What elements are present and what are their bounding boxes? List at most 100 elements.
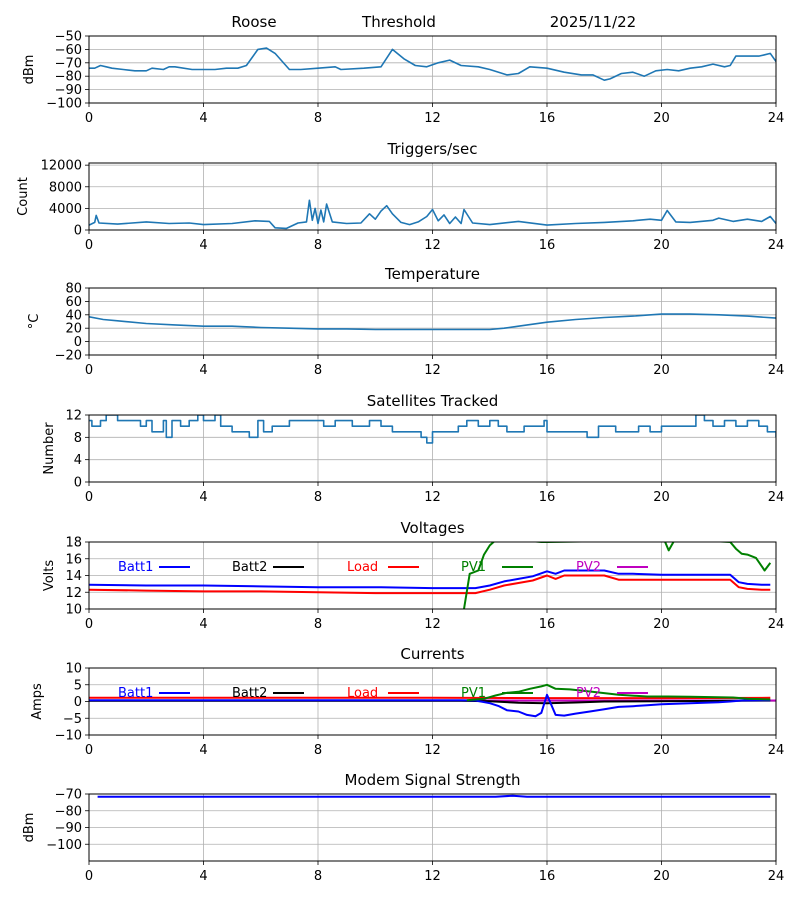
x-tick-label: 0 [85, 111, 93, 126]
y-tick-label: −20 [55, 349, 82, 364]
y-tick-label: 10 [65, 603, 82, 618]
x-tick-label: 16 [539, 111, 556, 126]
x-tick-label: 4 [199, 869, 207, 884]
series-line-modem [97, 794, 771, 798]
header-date: 2025/11/22 [550, 13, 636, 31]
y-tick-label: 0 [74, 335, 82, 350]
y-tick-label: 8 [74, 431, 82, 446]
y-axis-label: Volts [42, 560, 57, 592]
x-tick-label: 20 [653, 869, 670, 884]
y-tick-label: 18 [65, 536, 82, 551]
x-tick-label: 24 [768, 363, 785, 378]
y-tick-label: 4000 [49, 202, 82, 217]
x-tick-label: 0 [85, 363, 93, 378]
y-axis-label: dBm [22, 813, 37, 843]
legend-label-batt2: Batt2 [232, 686, 267, 701]
x-tick-label: 16 [539, 238, 556, 253]
x-tick-label: 24 [768, 743, 785, 758]
x-tick-label: 0 [85, 490, 93, 505]
x-tick-label: 12 [424, 490, 441, 505]
x-tick-label: 4 [199, 238, 207, 253]
y-tick-label: −100 [46, 97, 82, 112]
series-group [89, 542, 772, 609]
x-tick-label: 16 [539, 869, 556, 884]
legend-label-pv2: PV2 [576, 560, 601, 575]
legend-label-batt2: Batt2 [232, 560, 267, 575]
x-tick-label: 20 [653, 743, 670, 758]
legend-label-load: Load [347, 560, 378, 575]
x-tick-label: 24 [768, 238, 785, 253]
y-tick-label: 10 [65, 662, 82, 677]
x-tick-label: 24 [768, 869, 785, 884]
y-tick-label: 12000 [41, 159, 82, 174]
x-tick-label: 20 [653, 617, 670, 632]
x-tick-label: 16 [539, 617, 556, 632]
panel-currents: 0 4 8 12 16 20 24 105 0 −5 −10 Batt1 Batt2 Load PV1 PV2… [30, 645, 784, 758]
series-line-triggers-sec [89, 199, 776, 230]
y-tick-label: 40 [65, 308, 82, 323]
panel-triggers: 0 4 8 12 16 20 24 12000 8000 4000 0 Triggers/sec Cou… [16, 140, 784, 253]
y-tick-label: 80 [65, 282, 82, 297]
series-line-threshold [89, 47, 776, 81]
panel-modem: 0 4 8 12 16 20 24 −70−80 −90 −100 Modem Signal Str… [22, 771, 784, 884]
x-tick-label: 4 [199, 111, 207, 126]
plot-frame [88, 287, 777, 356]
x-tick-label: 16 [539, 363, 556, 378]
panel-threshold: 0 4 8 12 16 20 24 −50−60−70−80−90−100 dBm [22, 30, 784, 127]
y-axis-label: Amps [30, 683, 45, 720]
y-axis-label: Number [42, 422, 57, 475]
x-tick-label: 12 [424, 743, 441, 758]
y-tick-label: 0 [74, 476, 82, 491]
header: Roose Threshold 2025/11/22 [231, 13, 636, 31]
legend-label-load: Load [347, 686, 378, 701]
series-group [89, 683, 776, 718]
x-tick-label: 0 [85, 869, 93, 884]
x-tick-label: 4 [199, 490, 207, 505]
x-tick-label: 12 [424, 617, 441, 632]
x-tick-label: 4 [199, 617, 207, 632]
y-axis-label: Count [16, 177, 31, 216]
plot-frame [88, 793, 777, 862]
x-tick-label: 8 [314, 111, 322, 126]
panel-title: Temperature [384, 265, 480, 283]
series-line-pv1 [463, 542, 772, 609]
x-tick-label: 24 [768, 111, 785, 126]
y-tick-label: 14 [65, 569, 82, 584]
y-axis-label: °C [27, 314, 42, 330]
legend-label-batt1: Batt1 [118, 686, 153, 701]
panel-title: Currents [400, 645, 464, 663]
plot-frame [88, 667, 777, 736]
x-tick-label: 8 [314, 869, 322, 884]
x-tick-label: 12 [424, 238, 441, 253]
y-tick-label: 20 [65, 322, 82, 337]
series-line-batt1 [89, 693, 771, 718]
y-tick-label: −70 [55, 788, 82, 803]
y-tick-label: 16 [65, 552, 82, 567]
plot-frame [88, 541, 777, 610]
y-tick-label: 12 [65, 586, 82, 601]
series-group [97, 794, 771, 798]
x-tick-label: 8 [314, 238, 322, 253]
series-line-satellites [89, 415, 776, 444]
plot-frame [88, 35, 777, 104]
y-axis-label: dBm [22, 55, 37, 85]
plot-frame [88, 414, 777, 483]
series-group [89, 199, 776, 230]
x-tick-label: 8 [314, 490, 322, 505]
panel-satellites: 0 4 8 12 16 20 24 12 8 4 0 Satellites Tracked Number [42, 392, 784, 505]
x-tick-label: 4 [199, 363, 207, 378]
y-tick-label: 60 [65, 295, 82, 310]
legend-label-pv2: PV2 [576, 686, 601, 701]
y-tick-label: −60 [55, 43, 82, 58]
header-mode: Threshold [361, 13, 436, 31]
x-tick-label: 20 [653, 111, 670, 126]
series-group [89, 47, 776, 81]
series-line-temperature [89, 313, 776, 331]
y-tick-label: −50 [55, 30, 82, 45]
series-line-load [89, 574, 771, 595]
x-tick-label: 20 [653, 238, 670, 253]
legend-label-pv1: PV1 [461, 560, 486, 575]
y-tick-label: −80 [55, 804, 82, 819]
